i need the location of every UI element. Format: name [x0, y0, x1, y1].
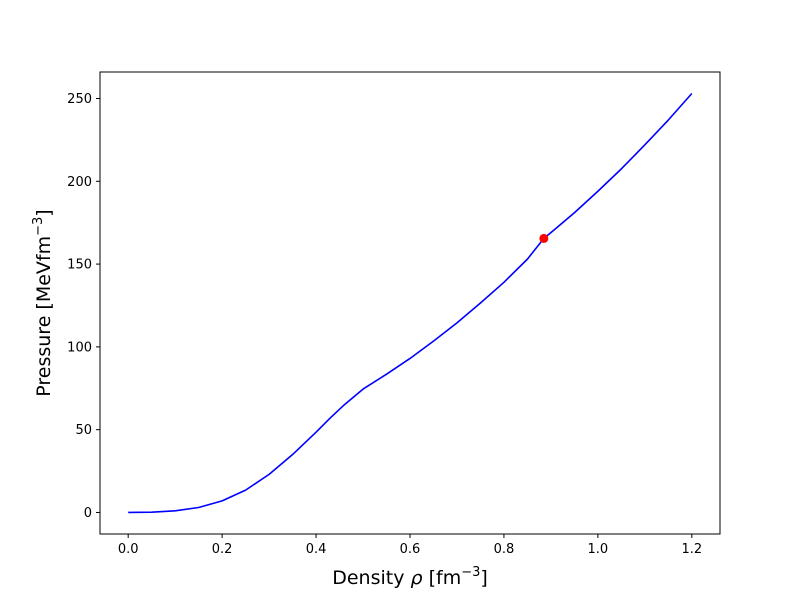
y-tick-label: 0 — [84, 506, 92, 521]
y-axis-label: Pressure [MeVfm−3] — [31, 209, 55, 396]
series-line — [128, 92, 693, 514]
y-axis-ticks: 0 50 100 150 200 250 — [67, 92, 100, 521]
highlight-point — [539, 233, 549, 243]
x-tick-label: 0.0 — [118, 542, 139, 557]
x-tick-label: 0.4 — [306, 542, 327, 557]
y-tick-label: 150 — [67, 258, 92, 273]
x-tick-label: 0.6 — [400, 542, 421, 557]
y-tick-label: 200 — [67, 175, 92, 190]
x-axis-label: Density ρ [fm−3] — [332, 565, 488, 589]
x-tick-label: 1.0 — [588, 542, 609, 557]
x-tick-label: 0.2 — [212, 542, 233, 557]
x-tick-label: 1.2 — [681, 542, 702, 557]
y-tick-label: 100 — [67, 340, 92, 355]
plot-area — [99, 71, 721, 535]
y-tick-label: 250 — [67, 92, 92, 107]
y-tick-label: 50 — [75, 423, 92, 438]
x-axis-ticks: 0.0 0.2 0.4 0.6 0.8 1.0 1.2 — [118, 534, 702, 557]
series-layer — [128, 92, 693, 514]
x-tick-label: 0.8 — [494, 542, 515, 557]
